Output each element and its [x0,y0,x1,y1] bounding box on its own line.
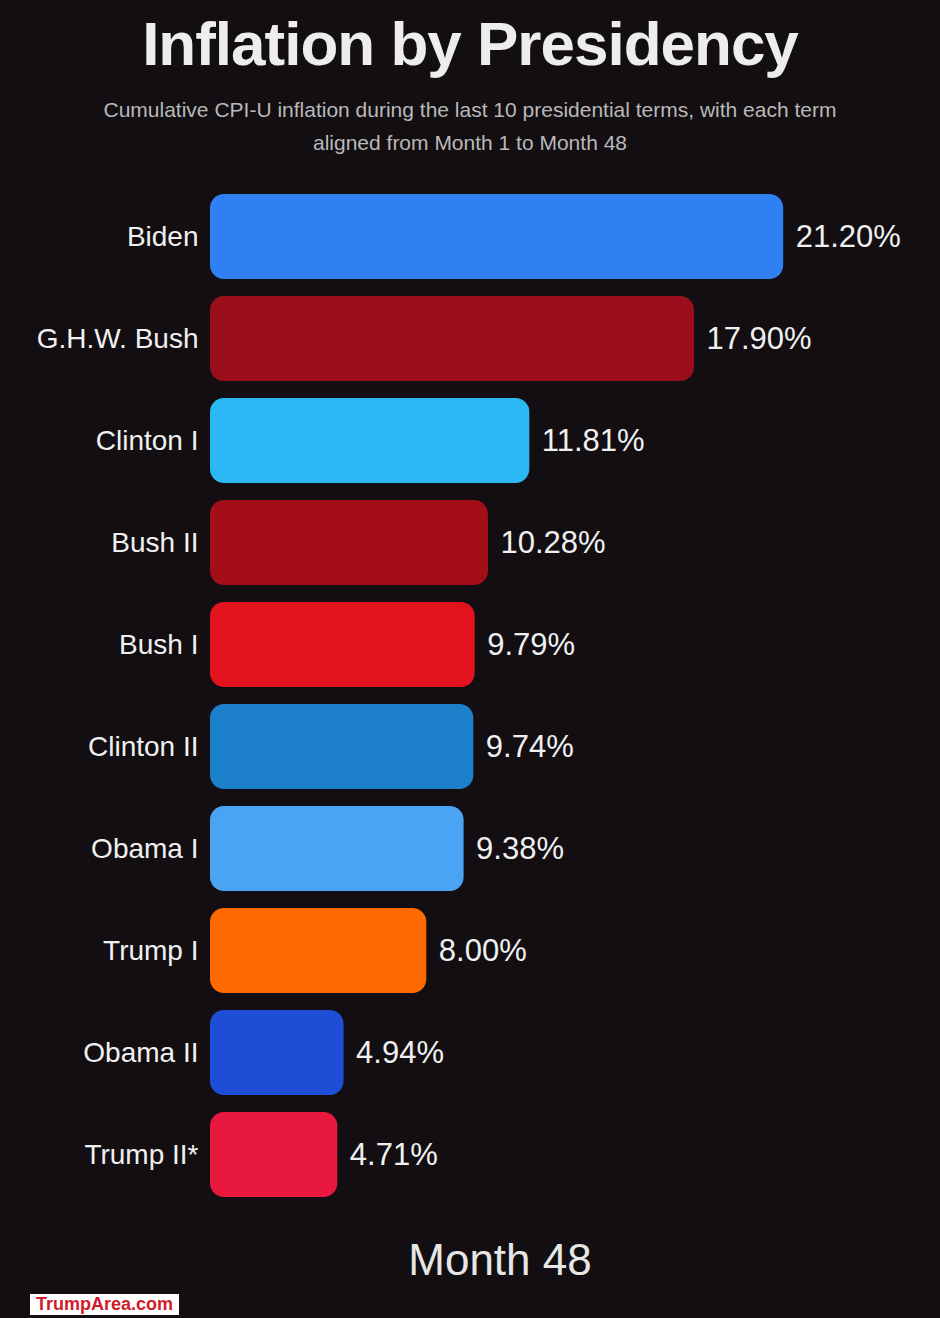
svg-text:Obama II: Obama II [83,1037,198,1068]
svg-text:11.81%: 11.81% [542,423,645,458]
svg-text:9.74%: 9.74% [486,729,574,764]
html-text:TrumpArea.com: TrumpArea.com [36,1294,173,1314]
svg-text:17.90%: 17.90% [706,321,811,356]
svg-text:8.00%: 8.00% [439,933,527,968]
svg-text:Clinton I: Clinton I [96,425,199,456]
html-text:Cumulative CPI-U inflation dur: Cumulative CPI-U inflation during the la… [103,98,837,154]
svg-text:Bush II: Bush II [111,527,198,558]
svg-text:Clinton II: Clinton II [88,731,199,762]
svg-text:Trump I: Trump I [103,935,198,966]
svg-text:4.94%: 4.94% [356,1035,444,1070]
svg-text:Bush I: Bush I [119,629,198,660]
svg-text:21.20%: 21.20% [796,219,901,254]
svg-text:G.H.W. Bush: G.H.W. Bush [37,323,199,354]
svg-text:9.38%: 9.38% [476,831,564,866]
svg-text:Trump II*: Trump II* [84,1139,198,1170]
html-text:Inflation by Presidency: Inflation by Presidency [142,9,798,78]
svg-text:4.71%: 4.71% [350,1137,438,1172]
html-text:Month 48: Month 48 [408,1235,592,1284]
svg-text:9.79%: 9.79% [487,627,575,662]
svg-text:Biden: Biden [127,221,199,252]
svg-text:Obama I: Obama I [91,833,198,864]
svg-text:10.28%: 10.28% [500,525,605,560]
